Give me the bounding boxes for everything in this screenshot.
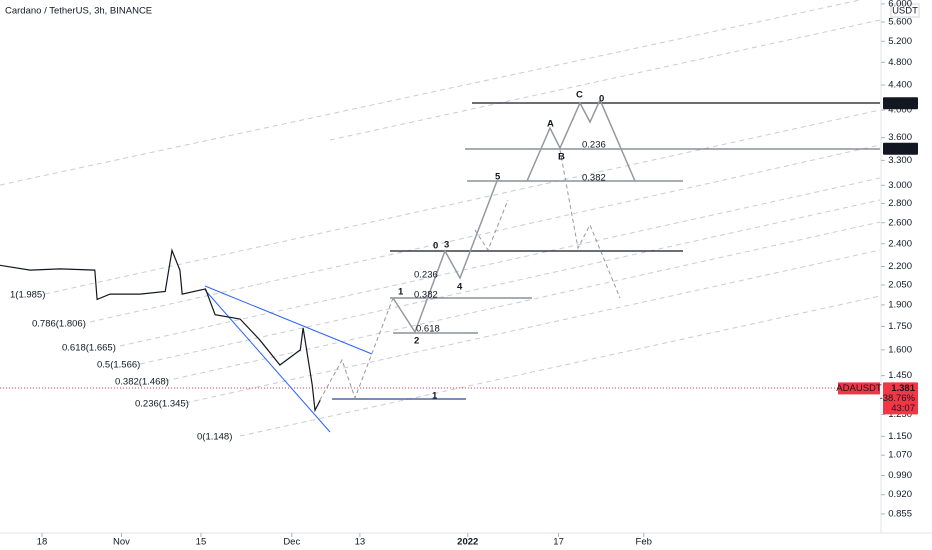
x-tick-label: 13 (355, 537, 366, 548)
x-tick-label: 15 (196, 537, 207, 548)
wedge (204, 285, 373, 433)
x-tick-label: 17 (553, 537, 564, 548)
channel-line (239, 295, 881, 437)
annotation: B (558, 152, 565, 163)
annotation: 0 (433, 241, 438, 252)
annotation: 0.236 (582, 140, 606, 151)
channel-line (164, 221, 881, 382)
y-tick-label: 2.800 (888, 198, 912, 209)
symbol-tag (838, 382, 880, 395)
symbol-label: ADAUSDT (836, 383, 882, 394)
unit-label: USDT (892, 6, 918, 17)
annotation: 1(1.985) (10, 290, 45, 301)
annotation: 2 (414, 336, 419, 347)
wave-projection (474, 199, 509, 252)
y-tick-label: 2.600 (888, 217, 912, 228)
last-price-tag (883, 382, 918, 415)
y-tick-label: 0.990 (888, 470, 912, 481)
y-tick-label: 2.050 (888, 280, 912, 291)
annotation: 0.236(1.345) (135, 399, 189, 410)
y-tick-label: 5.200 (888, 36, 912, 47)
y-tick-label: 1.900 (888, 299, 912, 310)
channel-line (329, 19, 881, 141)
wedge-line (204, 285, 373, 355)
change-label: -38.76% (880, 393, 916, 404)
unit-box (890, 3, 920, 18)
annotation: 0.382(1.468) (115, 377, 169, 388)
annotation: 4 (457, 282, 463, 293)
y-tick-label: 3.600 (888, 132, 912, 143)
y-tick-label: 3.300 (888, 155, 912, 166)
wave-projection (319, 297, 394, 401)
x-tick-label: 18 (37, 537, 48, 548)
annotation: 1 (398, 287, 404, 298)
y-tick-label: 1.450 (888, 370, 912, 381)
y-tick-label: 4.000 (888, 105, 912, 116)
price-tag-label: 3.450 (891, 143, 915, 154)
y-tick-label: 1.250 (888, 409, 912, 420)
annotation: 0.382 (414, 290, 438, 301)
annotation: 0 (599, 94, 604, 105)
annotation: 0.5(1.566) (97, 360, 140, 371)
channel-line (44, 109, 881, 295)
annotation: 0(1.148) (197, 432, 232, 443)
annotation: 0.236 (414, 270, 438, 281)
wave-path (392, 98, 636, 334)
chart-title: Cardano / TetherUS, 3h, BINANCE (5, 6, 152, 17)
price-line (0, 248, 321, 413)
annotation: 0.618 (416, 324, 440, 335)
y-tick-label: 3.000 (888, 180, 912, 191)
wedge-line (204, 289, 331, 433)
y-tick-label: 6.000 (888, 0, 912, 9)
channel-line (119, 177, 881, 347)
channel-line (184, 249, 881, 404)
x-tick-label: Feb (636, 537, 652, 548)
annotation: 0.618(1.665) (62, 343, 116, 354)
y-tick-label: 1.070 (888, 450, 912, 461)
y-tick-label: 1.600 (888, 344, 912, 355)
x-tick-label: Dec (283, 537, 300, 548)
channel-line (139, 199, 881, 365)
y-tick-label: 0.855 (888, 508, 912, 519)
x-tick-label: 2022 (457, 537, 478, 548)
channel-line (0, 0, 861, 186)
countdown-label: 43:07 (891, 403, 915, 414)
price-tag-label: 4.105 (891, 98, 915, 109)
y-tick-label: 2.400 (888, 238, 912, 249)
x-tick-label: Nov (113, 537, 130, 548)
y-tick-label: 2.200 (888, 261, 912, 272)
annotation: 5 (495, 172, 501, 183)
annotation: A (547, 119, 554, 130)
annotation: 1 (432, 391, 438, 402)
price-tag (883, 97, 918, 110)
annotation: 0.382 (582, 173, 606, 184)
y-tick-label: 1.750 (888, 321, 912, 332)
y-tick-label: 0.920 (888, 489, 912, 500)
last-price-label: 1.381 (891, 383, 915, 394)
annotation: 0.786(1.806) (32, 319, 86, 330)
y-tick-label: 5.600 (888, 16, 912, 27)
y-tick-label: 1.150 (888, 431, 912, 442)
price-tag (883, 142, 918, 155)
annotation: 3 (444, 240, 449, 251)
annotation: C (576, 90, 583, 101)
wave-projection (559, 149, 621, 299)
y-tick-label: 4.400 (888, 80, 912, 91)
channel-lines (0, 0, 881, 437)
levels (332, 102, 880, 400)
y-tick-label: 4.800 (888, 57, 912, 68)
